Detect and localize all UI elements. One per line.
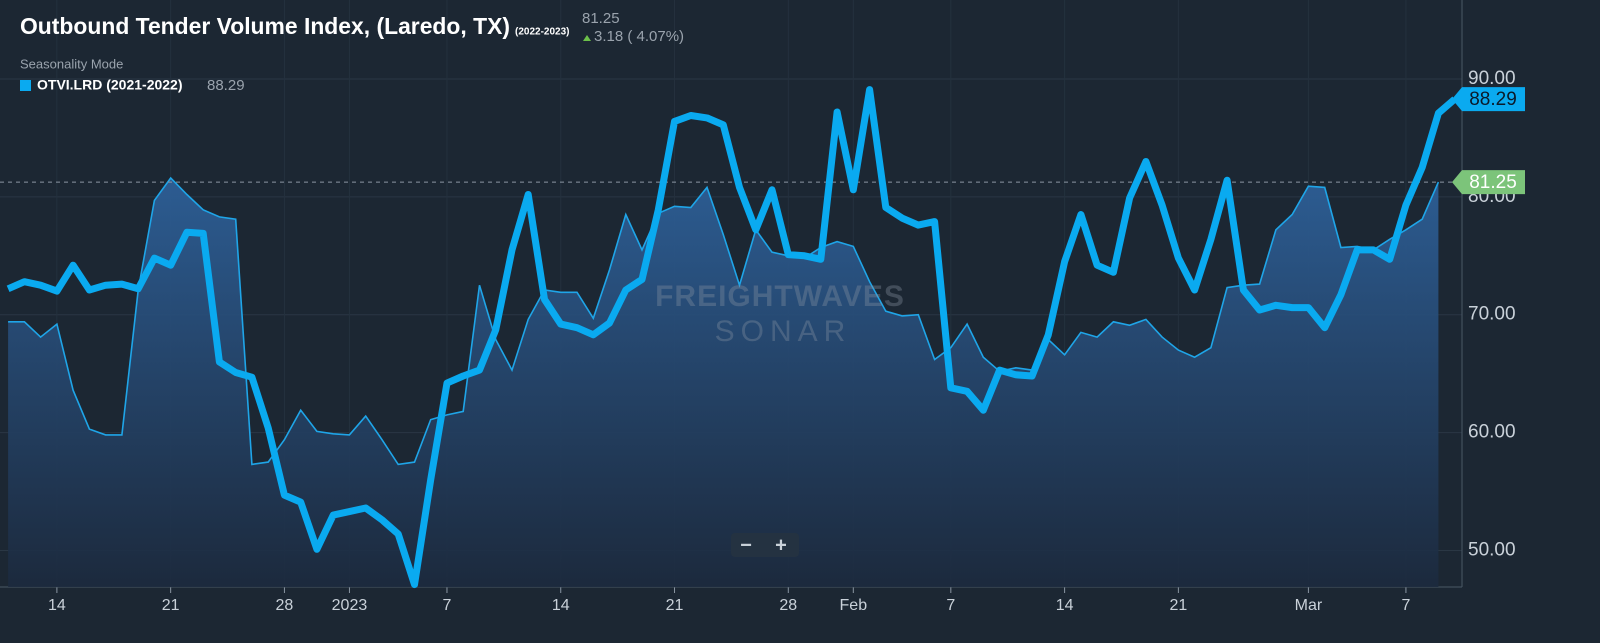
- zoom-in[interactable]: +: [775, 534, 787, 556]
- up-arrow: [583, 35, 591, 41]
- chart-title: Outbound Tender Volume Index, (Laredo, T…: [20, 13, 510, 39]
- legend-value: 88.29: [207, 77, 245, 94]
- title-suffix: (2022-2023): [515, 27, 569, 38]
- value-badge: [1452, 87, 1525, 112]
- x-tick-label: 2023: [332, 597, 368, 614]
- x-tick-label: 7: [443, 597, 452, 614]
- current-value: 81.25: [582, 10, 620, 27]
- legend-label: OTVI.LRD (2021-2022): [37, 77, 183, 93]
- value-badge-label: 88.29: [1469, 89, 1517, 110]
- x-tick-label: Mar: [1295, 597, 1323, 614]
- x-tick-label: Feb: [840, 597, 868, 614]
- y-tick-label: 60.00: [1468, 422, 1516, 443]
- x-tick-label: 7: [946, 597, 955, 614]
- marks: [0, 86, 1462, 589]
- x-tick-label: 14: [48, 597, 66, 614]
- mode: Seasonality Mode: [20, 56, 123, 71]
- x-tick-label: 14: [1056, 597, 1074, 614]
- legend-swatch: [20, 80, 31, 91]
- value-badge: [1452, 170, 1525, 195]
- area-fill: [8, 178, 1439, 587]
- x-tick-label: 7: [1401, 597, 1410, 614]
- x-tick-label: 28: [276, 597, 294, 614]
- zoom-out[interactable]: −: [740, 534, 752, 556]
- value-badge-label: 81.25: [1469, 172, 1517, 193]
- x-tick-label: 21: [1169, 597, 1187, 614]
- x-tick-label: 14: [552, 597, 570, 614]
- y-tick-label: 50.00: [1468, 539, 1516, 560]
- area-line: [8, 176, 1440, 466]
- zoom-bar: [731, 533, 799, 557]
- x-tick-label: 21: [162, 597, 180, 614]
- change: 3.18 ( 4.07%): [594, 28, 684, 45]
- series-line: [6, 86, 1457, 589]
- y-tick-label: 70.00: [1468, 304, 1516, 325]
- watermark: SONAR: [715, 315, 852, 348]
- x-tick-label: 28: [779, 597, 797, 614]
- x-tick-label: 21: [666, 597, 684, 614]
- watermark: FREIGHTWAVES: [655, 280, 905, 313]
- y-tick-label: 90.00: [1468, 68, 1516, 89]
